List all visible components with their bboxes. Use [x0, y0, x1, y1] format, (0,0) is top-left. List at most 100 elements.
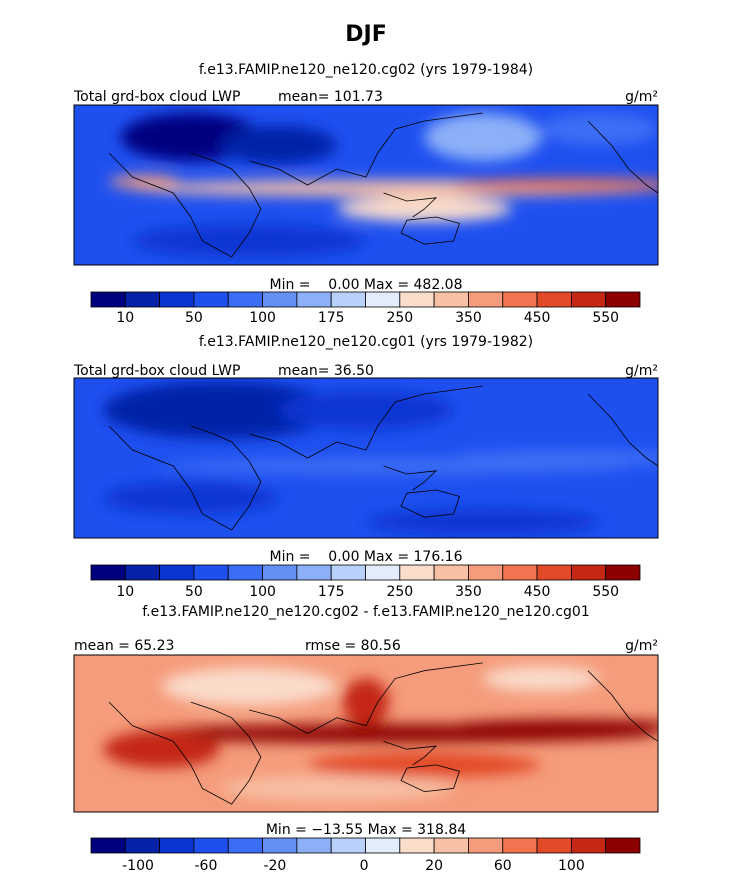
- colorbar-box: [399, 837, 435, 854]
- field-region: [278, 390, 454, 430]
- field-region: [307, 752, 542, 778]
- field-region: [424, 113, 542, 161]
- colorbar-box: [159, 291, 195, 308]
- colorbar-box: [502, 837, 538, 854]
- field-region: [342, 678, 390, 726]
- colorbar-box: [193, 564, 229, 581]
- colorbar-box: [605, 564, 641, 581]
- coastline: [383, 192, 438, 218]
- map-field: [74, 105, 658, 265]
- colorbar-box: [227, 291, 263, 308]
- colorbar-box: [468, 837, 504, 854]
- coastline: [108, 152, 262, 258]
- colorbar-label: 175: [318, 584, 345, 600]
- map-frame: [73, 104, 659, 266]
- colorbar-box: [330, 291, 366, 308]
- colorbar-box: [124, 291, 161, 308]
- colorbar-box: [570, 564, 607, 581]
- field-region: [103, 730, 220, 769]
- colorbar-label: 100: [249, 310, 276, 326]
- colorbar-box: [90, 837, 126, 854]
- colorbar-label: 10: [116, 310, 134, 326]
- field-region: [220, 125, 337, 165]
- coastline: [400, 764, 460, 792]
- figure-title: DJF: [345, 22, 386, 47]
- colorbar-label: 60: [494, 858, 512, 874]
- colorbar-box: [468, 291, 504, 308]
- map-blobs: [103, 381, 658, 535]
- colorbar-label: 450: [524, 584, 551, 600]
- colorbar-box: [193, 837, 229, 854]
- colorbar-label: 0: [360, 858, 369, 874]
- coastline: [108, 701, 262, 805]
- colorbar-box: [605, 291, 641, 308]
- colorbar-label: 550: [592, 310, 619, 326]
- field-region: [219, 775, 454, 802]
- coastline: [587, 670, 658, 742]
- colorbar-label: 350: [455, 584, 482, 600]
- map-blobs: [109, 113, 658, 257]
- colorbar-label: -20: [263, 858, 286, 874]
- colorbar-box: [365, 291, 401, 308]
- colorbar-label: 50: [185, 310, 203, 326]
- center-label: mean= 36.50: [278, 363, 374, 379]
- center-label: mean= 101.73: [278, 89, 383, 105]
- field-region: [453, 178, 658, 192]
- colorbar-box: [502, 291, 538, 308]
- coastline: [108, 425, 262, 531]
- field-region: [103, 381, 337, 439]
- colorbar-box: [399, 291, 435, 308]
- colorbar-label: 50: [185, 584, 203, 600]
- units: g/m²: [625, 363, 658, 379]
- coastline: [587, 120, 658, 194]
- center-label: rmse = 80.56: [305, 638, 401, 654]
- colorbar-label: -60: [195, 858, 218, 874]
- colorbar-box: [536, 291, 572, 308]
- coastline: [383, 740, 438, 766]
- colorbar-box: [433, 564, 469, 581]
- left-label: Total grd-box cloud LWP: [73, 89, 240, 105]
- field-region: [103, 482, 279, 514]
- coastline: [249, 385, 483, 459]
- units: g/m²: [625, 89, 658, 105]
- field-region: [541, 113, 658, 145]
- colorbar-label: 175: [318, 310, 345, 326]
- colorbar-label: 350: [455, 310, 482, 326]
- field-region: [453, 450, 658, 466]
- colorbar-box: [365, 564, 401, 581]
- field-region: [366, 509, 600, 535]
- map-frame: [73, 654, 659, 813]
- map-blobs: [103, 665, 658, 802]
- min-max: Min = −13.55 Max = 318.84: [266, 822, 466, 838]
- colorbar-box: [296, 837, 332, 854]
- colorbar-box: [296, 564, 332, 581]
- colorbar-label: 10: [116, 584, 134, 600]
- colorbar-box: [159, 564, 195, 581]
- coastline: [249, 662, 483, 734]
- colorbar-box: [330, 837, 366, 854]
- colorbar-box: [90, 564, 126, 581]
- colorbar-box: [605, 837, 641, 854]
- map-frame: [73, 377, 659, 539]
- colorbar-box: [193, 291, 229, 308]
- colorbar-label: 100: [249, 584, 276, 600]
- colorbar-box: [262, 837, 298, 854]
- map-field: [74, 655, 658, 812]
- field-region: [132, 225, 366, 257]
- colorbar-label: 20: [425, 858, 443, 874]
- colorbar-label: 550: [592, 584, 619, 600]
- units: g/m²: [625, 638, 658, 654]
- field-region: [453, 719, 658, 732]
- colorbar-box: [124, 837, 161, 854]
- colorbar-box: [433, 837, 469, 854]
- panel-subtitle: f.e13.FAMIP.ne120_ne120.cg02 - f.e13.FAM…: [142, 604, 590, 620]
- colorbar-box: [90, 291, 126, 308]
- colorbar-box: [570, 837, 607, 854]
- colorbar-box: [433, 291, 469, 308]
- colorbar-box: [330, 564, 366, 581]
- colorbar-box: [536, 837, 572, 854]
- colorbar-label: 250: [386, 584, 413, 600]
- min-max: Min = 0.00 Max = 482.08: [269, 277, 462, 293]
- left-label: Total grd-box cloud LWP: [73, 363, 240, 379]
